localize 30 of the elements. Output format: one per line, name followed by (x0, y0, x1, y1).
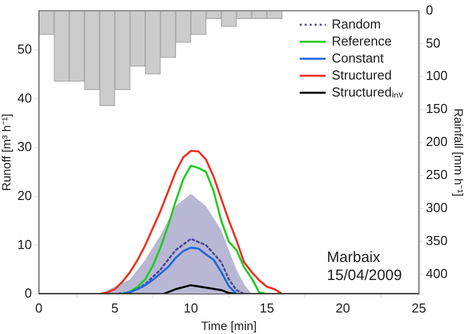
legend-label: Structured (332, 67, 392, 82)
y-tick-label: 50 (17, 41, 32, 56)
legend-label: Constant (332, 50, 384, 66)
x-tick-label: 5 (111, 300, 118, 316)
x-tick-label: 15 (260, 300, 274, 316)
x-tick-label: 0 (35, 300, 42, 316)
annotation: Marbaix 15/04/2009 (326, 249, 402, 284)
x-axis-title: Time [min] (201, 319, 257, 334)
y-tick-label: 40 (17, 90, 32, 106)
y2-tick-label: 50 (426, 35, 440, 50)
y-tick-label: 10 (17, 236, 32, 252)
y-tick-label: 20 (17, 188, 32, 203)
y-tick-label: 0 (24, 286, 32, 301)
y-tick-label: 30 (17, 139, 32, 154)
y-axis-title: Runoff [m³ h⁻¹] (0, 114, 14, 191)
legend-label: Structuredᵢₙᵥ (332, 84, 404, 100)
y2-tick-label: 0 (426, 2, 434, 18)
x-tick-label: 20 (336, 300, 350, 316)
x-tick-label: 25 (412, 300, 426, 316)
y2-tick-label: 200 (426, 134, 448, 150)
legend-label: Reference (332, 33, 392, 48)
x-tick-label: 10 (184, 300, 198, 316)
y2-tick-label: 250 (426, 167, 448, 182)
y2-tick-label: 350 (426, 232, 448, 248)
y2-tick-label: 150 (426, 101, 448, 116)
y2-axis-title: Rainfall [mm h⁻¹] (451, 108, 466, 196)
legend-label: Random (332, 16, 381, 32)
y2-tick-label: 400 (426, 266, 448, 281)
y2-tick-label: 100 (426, 68, 448, 84)
y2-tick-label: 300 (426, 200, 448, 215)
